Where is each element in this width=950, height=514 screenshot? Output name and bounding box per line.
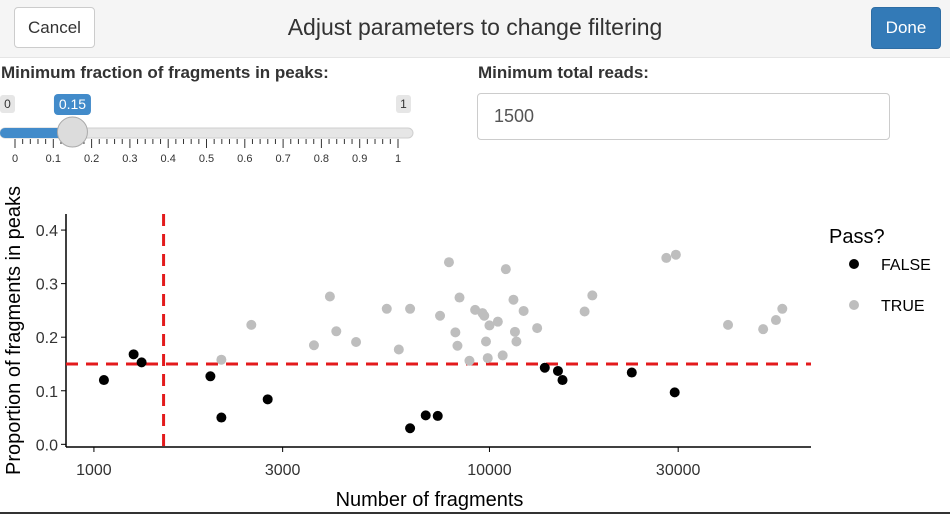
legend-swatch — [849, 300, 859, 310]
point-fail — [539, 362, 550, 373]
slider-tick-label: 0 — [12, 153, 18, 165]
y-tick-label: 0.4 — [36, 223, 58, 240]
point-fail — [205, 371, 216, 382]
point-fail — [405, 423, 416, 434]
point-pass — [723, 319, 734, 330]
point-fail — [626, 367, 637, 378]
point-pass — [324, 291, 335, 302]
x-tick-label: 3000 — [265, 462, 301, 479]
point-pass — [770, 315, 781, 326]
point-pass — [758, 324, 769, 335]
point-pass — [405, 303, 416, 314]
point-pass — [381, 303, 392, 314]
y-tick-label: 0.1 — [36, 384, 58, 401]
point-pass — [511, 336, 522, 347]
point-pass — [351, 337, 362, 348]
point-pass — [464, 355, 475, 366]
y-tick-label: 0.2 — [36, 330, 58, 347]
slider-tick-label: 1 — [395, 153, 401, 165]
point-pass — [661, 252, 672, 263]
point-fail — [98, 375, 109, 386]
slider-handle[interactable] — [56, 116, 88, 148]
legend-swatch — [849, 259, 859, 269]
point-pass — [492, 316, 503, 327]
x-tick-label: 10000 — [467, 462, 512, 479]
point-pass — [518, 305, 529, 316]
point-pass — [480, 336, 491, 347]
point-pass — [479, 310, 490, 321]
point-fail — [420, 410, 431, 421]
slider-label: Minimum fraction of fragments in peaks: — [1, 63, 329, 82]
point-pass — [452, 340, 463, 351]
y-axis-label: Proportion of fragments in peaks — [3, 186, 25, 475]
point-pass — [435, 310, 446, 321]
point-pass — [500, 264, 511, 275]
legend-title: Pass? — [829, 226, 885, 248]
point-pass — [450, 327, 461, 338]
point-fail — [128, 349, 139, 360]
slider-tick-label: 0.1 — [46, 153, 61, 165]
x-axis-label: Number of fragments — [336, 489, 524, 511]
point-pass — [308, 340, 319, 351]
point-fail — [262, 394, 273, 405]
point-pass — [497, 350, 508, 361]
legend-label: FALSE — [881, 257, 931, 274]
point-pass — [331, 326, 342, 337]
point-pass — [443, 257, 454, 268]
point-pass — [482, 353, 493, 364]
point-pass — [670, 249, 681, 260]
point-pass — [579, 306, 590, 317]
point-fail — [557, 375, 568, 386]
slider-tick-label: 0.8 — [314, 153, 329, 165]
slider-min-label: 0 — [4, 97, 11, 111]
slider-tick-label: 0.3 — [122, 153, 137, 165]
x-tick-label: 30000 — [656, 462, 701, 479]
point-fail — [669, 387, 680, 398]
point-pass — [508, 294, 519, 305]
point-fail — [136, 357, 147, 368]
reads-label: Minimum total reads: — [478, 63, 649, 82]
slider-tick-label: 0.2 — [84, 153, 99, 165]
y-tick-label: 0.0 — [36, 437, 58, 454]
point-pass — [454, 292, 465, 303]
slider-min-badge — [0, 95, 15, 113]
slider-max-label: 1 — [400, 97, 407, 111]
slider-tick-label: 0.9 — [352, 153, 367, 165]
min-frip-slider[interactable]: 0 1 0.15 0 0.1 0.2 0.3 0.4 0.5 0.6 0.7 0.8 0.9 1 — [0, 92, 420, 172]
point-fail — [432, 410, 443, 421]
modal-title: Adjust parameters to change filtering — [287, 14, 663, 40]
point-pass — [393, 344, 404, 355]
point-pass — [777, 303, 788, 314]
slider-fill — [0, 128, 73, 138]
modal-header: Cancel Adjust parameters to change filte… — [0, 0, 950, 58]
x-tick-label: 1000 — [76, 462, 112, 479]
slider-max-badge — [396, 95, 411, 113]
point-pass — [587, 290, 598, 301]
y-tick-label: 0.3 — [36, 277, 58, 294]
point-pass — [532, 323, 543, 334]
done-button[interactable]: Done — [871, 7, 941, 49]
slider-value-label: 0.15 — [59, 96, 86, 112]
slider-tick-label: 0.5 — [199, 153, 214, 165]
cancel-button[interactable]: Cancel — [14, 7, 95, 48]
legend-label: TRUE — [881, 298, 925, 315]
slider-track[interactable] — [0, 127, 414, 139]
point-pass — [509, 326, 520, 337]
scatter-plot: 0.0 0.1 0.2 0.3 0.4 1000 3000 10000 30000 Number … — [3, 186, 931, 511]
min-reads-input[interactable] — [477, 93, 890, 140]
slider-tick-label: 0.4 — [161, 153, 176, 165]
point-fail — [552, 365, 563, 376]
bottom-divider — [0, 512, 950, 514]
point-pass — [216, 354, 227, 365]
slider-tick-label: 0.6 — [237, 153, 252, 165]
slider-value-badge — [53, 94, 91, 115]
point-fail — [216, 412, 227, 423]
point-pass — [484, 320, 495, 331]
point-pass — [246, 319, 257, 330]
slider-tick-label: 0.7 — [275, 153, 290, 165]
